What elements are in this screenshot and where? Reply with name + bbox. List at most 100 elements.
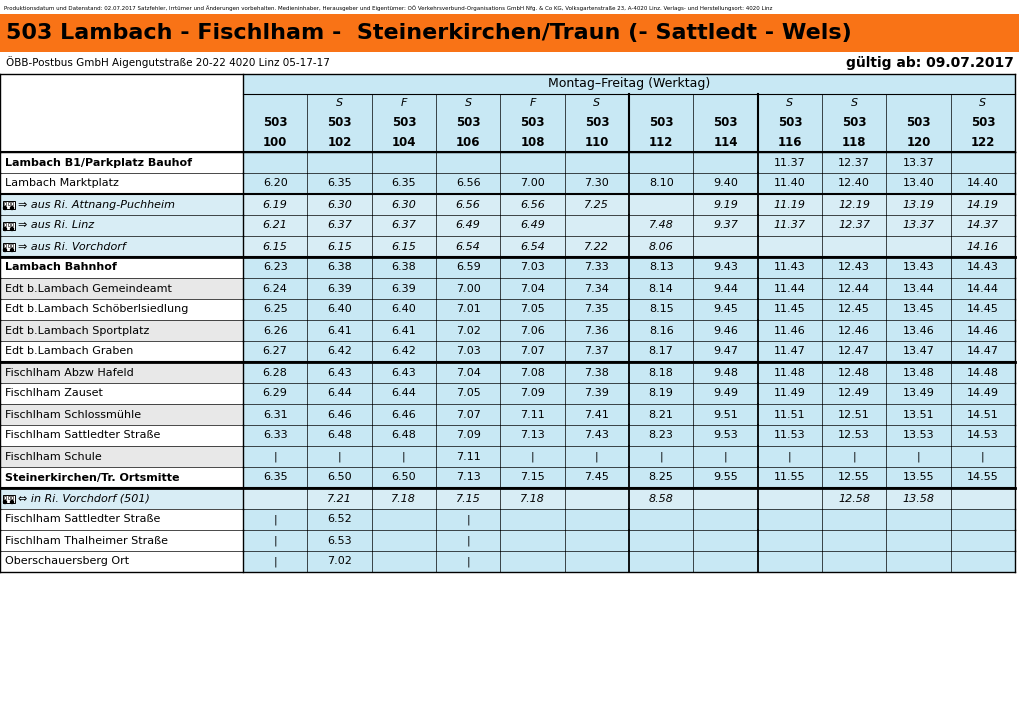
Text: 14.49: 14.49 <box>966 389 998 398</box>
Bar <box>0 236 243 257</box>
Text: 12.48: 12.48 <box>838 367 869 377</box>
Text: 7.13: 7.13 <box>455 472 480 482</box>
Bar <box>0 551 243 572</box>
Text: ⇒ aus Ri. Linz: ⇒ aus Ri. Linz <box>18 220 94 230</box>
Text: 8.13: 8.13 <box>648 263 673 272</box>
Text: |: | <box>916 451 919 462</box>
Text: 7.03: 7.03 <box>520 263 544 272</box>
Text: 6.56: 6.56 <box>520 199 544 210</box>
Text: 503: 503 <box>584 115 608 128</box>
Circle shape <box>10 248 13 251</box>
Text: 6.21: 6.21 <box>263 220 287 230</box>
Bar <box>243 236 1014 257</box>
Bar <box>0 467 243 488</box>
Text: 6.38: 6.38 <box>327 263 352 272</box>
Text: |: | <box>273 451 277 462</box>
Text: 503: 503 <box>648 115 673 128</box>
Bar <box>0 257 243 278</box>
Text: |: | <box>530 451 534 462</box>
Bar <box>243 215 1014 236</box>
Text: 7.18: 7.18 <box>520 493 544 503</box>
Text: 7.39: 7.39 <box>584 389 608 398</box>
Text: 14.45: 14.45 <box>966 305 998 315</box>
Text: 13.47: 13.47 <box>902 346 933 356</box>
Text: Fischlham Schule: Fischlham Schule <box>5 451 102 462</box>
Bar <box>8 243 10 246</box>
Circle shape <box>10 500 13 503</box>
Text: 6.30: 6.30 <box>391 199 416 210</box>
Text: 12.55: 12.55 <box>838 472 869 482</box>
Text: 6.50: 6.50 <box>327 472 352 482</box>
Text: 6.15: 6.15 <box>263 241 287 251</box>
Text: 7.00: 7.00 <box>520 179 544 189</box>
Text: 11.53: 11.53 <box>773 431 805 441</box>
Bar <box>11 243 13 246</box>
Text: 6.40: 6.40 <box>391 305 416 315</box>
Text: |: | <box>594 451 598 462</box>
Text: 503: 503 <box>905 115 930 128</box>
Text: 7.15: 7.15 <box>455 493 480 503</box>
Bar <box>0 446 243 467</box>
Text: 7.06: 7.06 <box>520 325 544 336</box>
Text: 9.51: 9.51 <box>712 410 737 420</box>
Text: Lambach Bahnhof: Lambach Bahnhof <box>5 263 117 272</box>
Text: 9.47: 9.47 <box>712 346 738 356</box>
Bar <box>11 222 13 225</box>
Text: ÖBB-Postbus GmbH Aigengutstraße 20-22 4020 Linz 05-17-17: ÖBB-Postbus GmbH Aigengutstraße 20-22 40… <box>6 56 329 68</box>
Text: 7.11: 7.11 <box>520 410 544 420</box>
Circle shape <box>3 500 6 503</box>
Text: 6.42: 6.42 <box>327 346 352 356</box>
Text: 6.49: 6.49 <box>520 220 544 230</box>
Text: 6.43: 6.43 <box>391 367 416 377</box>
Circle shape <box>3 228 6 230</box>
Bar <box>0 299 243 320</box>
Text: 11.55: 11.55 <box>773 472 805 482</box>
Text: 7.45: 7.45 <box>584 472 608 482</box>
Text: 9.45: 9.45 <box>712 305 737 315</box>
Text: 8.19: 8.19 <box>648 389 673 398</box>
Text: 6.29: 6.29 <box>263 389 287 398</box>
Text: 14.43: 14.43 <box>966 263 998 272</box>
Text: 8.17: 8.17 <box>648 346 673 356</box>
Text: 11.43: 11.43 <box>773 263 805 272</box>
Text: 13.49: 13.49 <box>902 389 933 398</box>
Text: 6.46: 6.46 <box>391 410 416 420</box>
Text: 7.08: 7.08 <box>520 367 544 377</box>
Bar <box>3 200 15 209</box>
Text: 7.11: 7.11 <box>455 451 480 462</box>
Text: 9.48: 9.48 <box>712 367 738 377</box>
Text: 11.37: 11.37 <box>773 220 805 230</box>
Bar <box>0 173 243 194</box>
Text: 6.25: 6.25 <box>263 305 287 315</box>
Text: |: | <box>658 451 662 462</box>
Text: 100: 100 <box>263 135 287 148</box>
Bar <box>4 495 6 498</box>
Text: 6.41: 6.41 <box>327 325 352 336</box>
Text: 6.59: 6.59 <box>455 263 480 272</box>
Bar <box>0 404 243 425</box>
Text: 11.49: 11.49 <box>773 389 805 398</box>
Text: |: | <box>788 451 791 462</box>
Text: 14.16: 14.16 <box>966 241 998 251</box>
Text: 7.09: 7.09 <box>520 389 544 398</box>
Text: 6.40: 6.40 <box>327 305 352 315</box>
Text: Steinerkirchen/Tr. Ortsmitte: Steinerkirchen/Tr. Ortsmitte <box>5 472 179 482</box>
Text: 6.24: 6.24 <box>263 284 287 294</box>
Text: 11.37: 11.37 <box>773 158 805 168</box>
Text: 7.09: 7.09 <box>455 431 480 441</box>
Text: 6.50: 6.50 <box>391 472 416 482</box>
Text: Produktionsdatum und Datenstand: 02.07.2017 Satzfehler, Irrtümer und Änderungen : Produktionsdatum und Datenstand: 02.07.2… <box>4 5 771 11</box>
Bar <box>3 222 15 230</box>
Text: S: S <box>593 98 600 108</box>
Text: 13.53: 13.53 <box>902 431 933 441</box>
Text: 6.20: 6.20 <box>263 179 287 189</box>
Bar <box>8 202 10 204</box>
Text: Fischlham Sattledter Straße: Fischlham Sattledter Straße <box>5 431 160 441</box>
Text: 7.43: 7.43 <box>584 431 608 441</box>
Text: 104: 104 <box>391 135 416 148</box>
Text: Fischlham Schlossmühle: Fischlham Schlossmühle <box>5 410 141 420</box>
Bar <box>0 215 243 236</box>
Text: 8.23: 8.23 <box>648 431 673 441</box>
Text: S: S <box>335 98 342 108</box>
Text: |: | <box>466 557 470 567</box>
